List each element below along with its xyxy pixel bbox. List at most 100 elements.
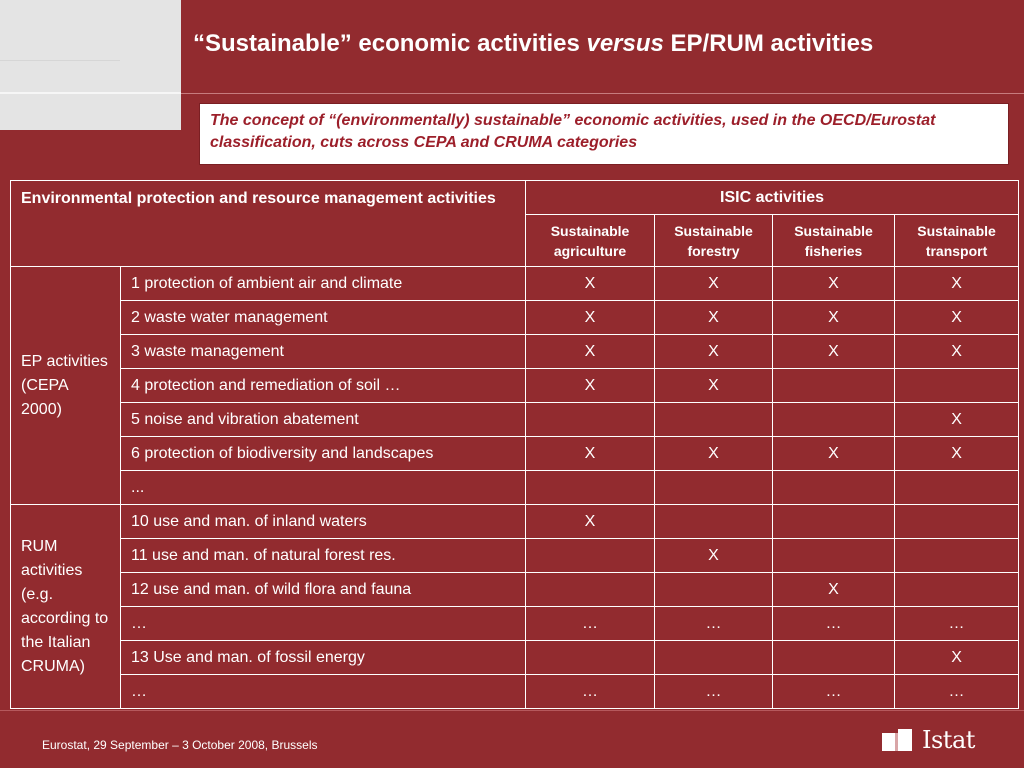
mark-cell: X <box>525 504 656 539</box>
mark-cell: … <box>654 606 774 641</box>
mark-cell: X <box>894 266 1020 301</box>
activity-cell: 6 protection of biodiversity and landsca… <box>119 436 527 471</box>
mark-cell: X <box>525 334 656 369</box>
mark-cell <box>525 402 656 437</box>
concept-box: The concept of “(environmentally) sustai… <box>199 103 1009 165</box>
mark-cell <box>894 470 1020 505</box>
mark-cell: … <box>894 674 1020 709</box>
activity-cell: 3 waste management <box>119 334 527 369</box>
mark-cell: … <box>772 606 896 641</box>
mark-cell <box>772 402 896 437</box>
table-row: ... <box>11 470 1020 505</box>
mark-cell: X <box>525 368 656 403</box>
mark-cell: X <box>894 300 1020 335</box>
mark-cell: … <box>525 674 656 709</box>
mark-cell <box>894 368 1020 403</box>
activity-cell: 13 Use and man. of fossil energy <box>119 640 527 675</box>
mark-cell <box>772 368 896 403</box>
table-row: …………… <box>11 674 1020 709</box>
activity-cell: 4 protection and remediation of soil … <box>119 368 527 403</box>
istat-logo-text: Istat <box>922 726 975 754</box>
mark-cell <box>772 538 896 573</box>
activity-cell: 2 waste water management <box>119 300 527 335</box>
group-label: EP activities (CEPA 2000) <box>10 266 121 505</box>
mark-cell: X <box>894 640 1020 675</box>
title-part-1: “Sustainable” economic activities <box>193 30 587 57</box>
mark-cell: X <box>654 300 774 335</box>
table-row: 2 waste water management X X X X <box>11 300 1020 335</box>
title-rule <box>181 93 1024 94</box>
mark-cell <box>772 640 896 675</box>
activity-cell: 5 noise and vibration abatement <box>119 402 527 437</box>
corner-rule <box>0 92 181 94</box>
mark-cell: X <box>654 334 774 369</box>
activity-cell: 1 protection of ambient air and climate <box>119 266 527 301</box>
table-subheader-row: Sustainable agriculture Sustainable fore… <box>11 214 1020 267</box>
istat-logo-icon <box>882 729 912 751</box>
table-header-row: Environmental protection and resource ma… <box>9 180 1020 267</box>
mark-cell <box>894 572 1020 607</box>
mark-cell <box>525 640 656 675</box>
table-row: 4 protection and remediation of soil … X X <box>11 368 1020 403</box>
table-row: RUM activities (e.g. according to the It… <box>10 504 1020 709</box>
footer-text: Eurostat, 29 September – 3 October 2008,… <box>42 738 318 752</box>
corner-decoration <box>0 0 181 130</box>
mark-cell: X <box>772 266 896 301</box>
mark-cell <box>772 504 896 539</box>
activity-cell: 12 use and man. of wild flora and fauna <box>119 572 527 607</box>
mark-cell: X <box>894 436 1020 471</box>
mark-cell: X <box>654 266 774 301</box>
activity-cell: … <box>119 606 527 641</box>
corner-rule-thin <box>0 60 120 61</box>
table-row: EP activities (CEPA 2000) 1 protection of… <box>10 266 1020 505</box>
mark-cell: X <box>772 436 896 471</box>
table-row: 3 waste management X X X X <box>11 334 1020 369</box>
mark-cell <box>894 504 1020 539</box>
mark-cell <box>772 470 896 505</box>
mark-cell: X <box>525 436 656 471</box>
activity-cell: 10 use and man. of inland waters <box>119 504 527 539</box>
header-sustainable-agriculture: Sustainable agriculture <box>525 214 656 267</box>
mark-cell: X <box>894 334 1020 369</box>
mark-cell <box>525 572 656 607</box>
mark-cell: X <box>654 368 774 403</box>
mark-cell <box>894 538 1020 573</box>
header-isic: ISIC activities <box>525 180 1020 215</box>
header-sustainable-forestry: Sustainable forestry <box>654 214 774 267</box>
mark-cell: X <box>654 436 774 471</box>
mark-cell <box>654 402 774 437</box>
activity-cell: … <box>119 674 527 709</box>
mark-cell: X <box>525 266 656 301</box>
activity-cell: ... <box>119 470 527 505</box>
istat-logo: Istat <box>880 725 975 755</box>
mark-cell: X <box>772 300 896 335</box>
mark-cell: … <box>654 674 774 709</box>
mark-cell: X <box>772 572 896 607</box>
header-ep-rum: Environmental protection and resource ma… <box>9 180 527 267</box>
mark-cell: X <box>654 538 774 573</box>
footer-rule <box>0 710 1024 711</box>
title-part-2: EP/RUM activities <box>663 30 874 57</box>
title-emphasis: versus <box>586 30 664 57</box>
mark-cell: X <box>525 300 656 335</box>
classification-table: Environmental protection and resource ma… <box>9 180 1020 709</box>
table-row: 13 Use and man. of fossil energy X <box>11 640 1020 675</box>
table-row: …………… <box>11 606 1020 641</box>
mark-cell <box>654 640 774 675</box>
mark-cell: X <box>772 334 896 369</box>
header-sustainable-fisheries: Sustainable fisheries <box>772 214 896 267</box>
mark-cell <box>654 470 774 505</box>
table-row: 6 protection of biodiversity and landsca… <box>11 436 1020 471</box>
mark-cell: … <box>772 674 896 709</box>
group-label: RUM activities (e.g. according to the It… <box>10 504 121 709</box>
mark-cell: … <box>894 606 1020 641</box>
activity-cell: 11 use and man. of natural forest res. <box>119 538 527 573</box>
table-row: 5 noise and vibration abatement X <box>11 402 1020 437</box>
header-sustainable-transport: Sustainable transport <box>894 214 1020 267</box>
mark-cell <box>654 572 774 607</box>
mark-cell: X <box>894 402 1020 437</box>
mark-cell: … <box>525 606 656 641</box>
mark-cell <box>654 504 774 539</box>
slide-title: “Sustainable” economic activities versus… <box>193 30 1013 58</box>
mark-cell <box>525 538 656 573</box>
